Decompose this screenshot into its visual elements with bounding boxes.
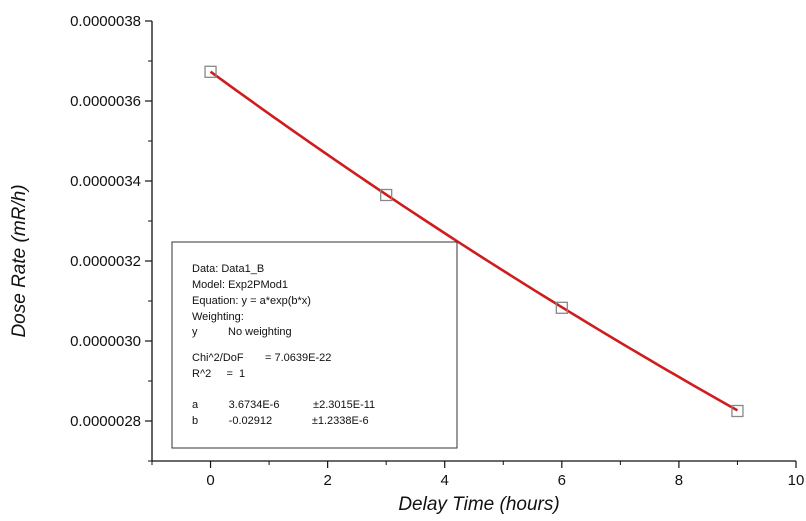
y-tick-label: 0.0000034 [70,173,141,190]
data-point [204,65,217,78]
fit-box-line: Equation: y = a*exp(b*x) [192,295,311,307]
x-tick-label: 10 [788,472,805,489]
y-tick-label: 0.0000038 [70,13,141,30]
x-tick-label: 2 [323,472,331,489]
fit-box-line: y No weighting [192,326,292,338]
ticks: 0 2 4 6 8 10 0.0000028 0.0000030 0.0000032 0.0000… [70,13,804,489]
y-axis-title: Dose Rate (mR/h) [9,184,30,337]
points-layer [204,65,744,418]
y-tick-label: 0.0000028 [70,413,141,430]
x-tick-label: 4 [441,472,449,489]
fit-curve [209,70,739,412]
data-point [731,404,744,418]
data-point [380,188,393,202]
fit-box-frame [171,241,458,449]
fit-results-box: Data: Data1_B Model: Exp2PMod1 Equation: y… [171,241,458,449]
x-axis-title: Delay Time (hours) [398,494,559,515]
x-tick-label: 0 [206,472,214,489]
x-tick-label: 6 [558,472,566,489]
fit-box-line: R^2 = 1 [192,368,245,380]
y-tick-label: 0.0000036 [70,93,141,110]
fit-box-line: Chi^2/DoF = 7.0639E-22 [192,352,331,364]
fit-box-line: Data: Data1_B [192,263,264,275]
y-tick-label: 0.0000030 [70,333,141,350]
fit-box-line: a 3.6734E-6 ±2.3015E-11 [192,399,375,411]
fit-box-line: Model: Exp2PMod1 [192,279,288,291]
axes [151,21,796,462]
fit-box-line: Weighting: [192,311,244,323]
x-tick-label: 8 [675,472,683,489]
data-point [555,301,568,314]
y-tick-label: 0.0000032 [70,253,141,270]
fit-layer [209,70,739,412]
fit-box-line: b -0.02912 ±1.2338E-6 [192,415,369,427]
